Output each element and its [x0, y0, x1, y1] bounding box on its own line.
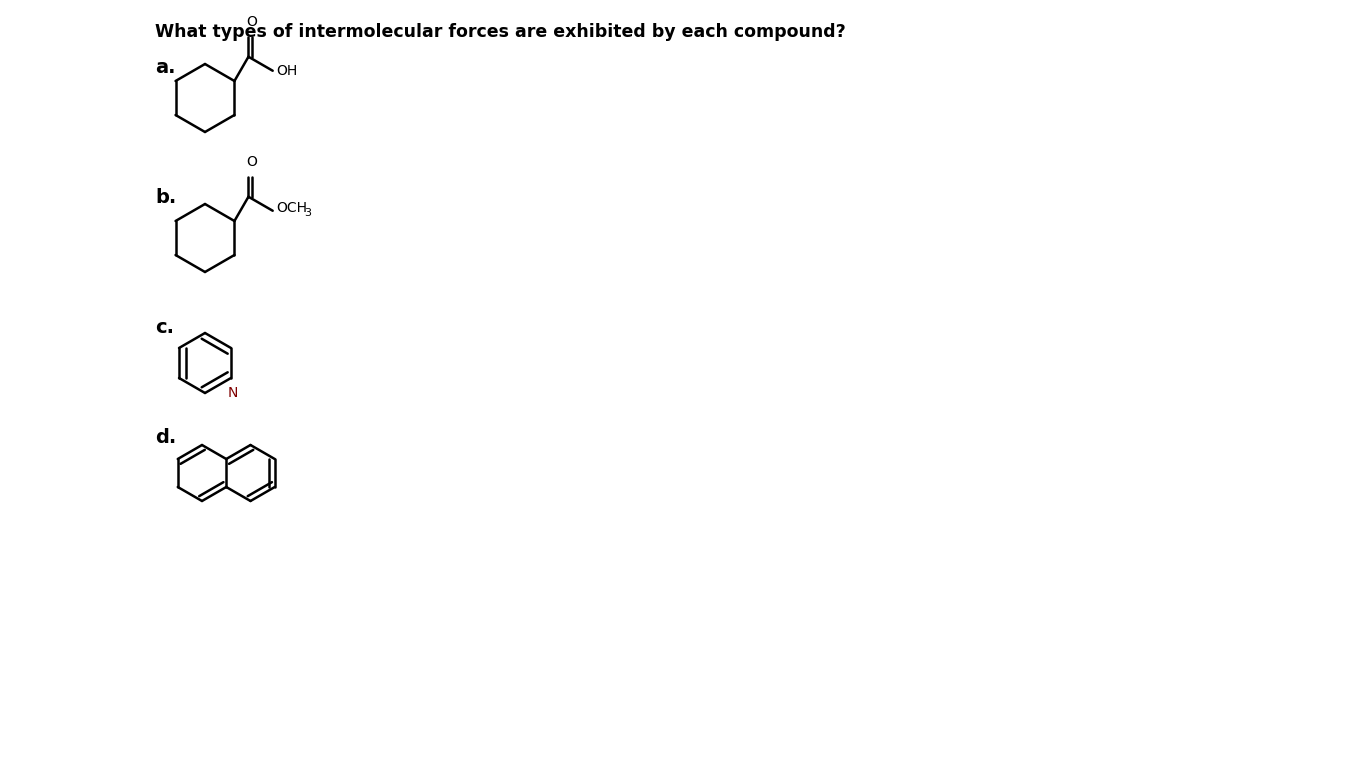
Text: 3: 3 [303, 208, 310, 218]
Text: d.: d. [154, 428, 176, 447]
Text: O: O [246, 15, 257, 28]
Text: b.: b. [154, 188, 176, 207]
Text: c.: c. [154, 318, 173, 337]
Text: What types of intermolecular forces are exhibited by each compound?: What types of intermolecular forces are … [154, 23, 846, 41]
Text: OCH: OCH [277, 200, 307, 215]
Text: O: O [246, 154, 257, 169]
Text: OH: OH [277, 64, 298, 78]
Text: a.: a. [154, 58, 175, 77]
Text: N: N [228, 386, 238, 400]
